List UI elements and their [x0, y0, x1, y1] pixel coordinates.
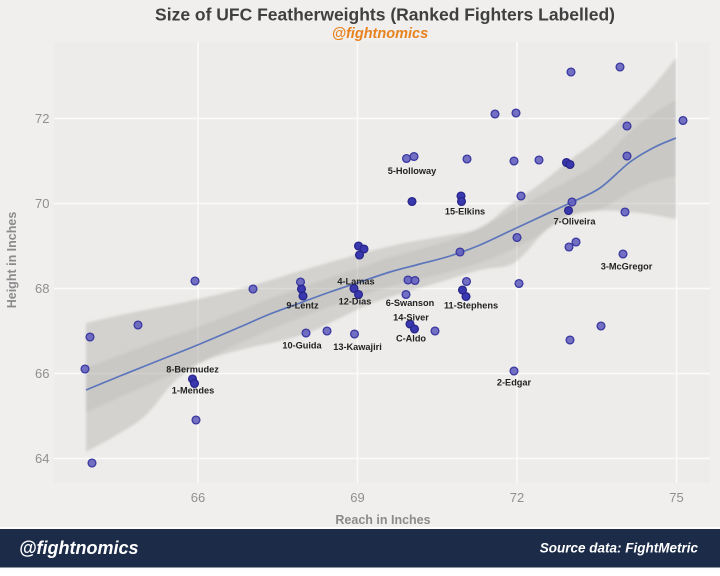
- svg-text:1-Mendes: 1-Mendes: [172, 386, 214, 396]
- svg-text:75: 75: [669, 490, 683, 505]
- svg-text:8-Bermudez: 8-Bermudez: [166, 365, 219, 375]
- svg-text:7-Oliveira: 7-Oliveira: [554, 217, 597, 227]
- svg-text:Size of UFC Featherweights (Ra: Size of UFC Featherweights (Ranked Fight…: [155, 5, 615, 25]
- svg-text:Source data: FightMetric: Source data: FightMetric: [540, 541, 699, 556]
- svg-text:72: 72: [35, 111, 49, 126]
- svg-text:Reach in Inches: Reach in Inches: [335, 513, 430, 527]
- svg-text:@fightnomics: @fightnomics: [19, 538, 139, 558]
- svg-text:11-Stephens: 11-Stephens: [444, 301, 498, 311]
- svg-text:70: 70: [35, 196, 49, 211]
- svg-text:69: 69: [350, 490, 364, 505]
- svg-text:Height in Inches: Height in Inches: [5, 212, 19, 309]
- svg-text:4-Lamas: 4-Lamas: [337, 277, 374, 287]
- svg-text:15-Elkins: 15-Elkins: [445, 207, 485, 217]
- svg-text:3-McGregor: 3-McGregor: [601, 262, 653, 272]
- svg-text:5-Holloway: 5-Holloway: [388, 166, 437, 176]
- svg-text:10-Guida: 10-Guida: [282, 341, 322, 351]
- svg-text:66: 66: [35, 366, 49, 381]
- svg-text:9-Lentz: 9-Lentz: [286, 301, 319, 311]
- svg-text:2-Edgar: 2-Edgar: [497, 378, 532, 388]
- svg-text:64: 64: [35, 451, 49, 466]
- svg-text:13-Kawajiri: 13-Kawajiri: [333, 342, 382, 352]
- svg-text:72: 72: [510, 490, 524, 505]
- svg-text:@fightnomics: @fightnomics: [332, 26, 428, 42]
- svg-text:12-Dias: 12-Dias: [339, 297, 372, 307]
- svg-text:68: 68: [35, 281, 49, 296]
- svg-text:C-Aldo: C-Aldo: [396, 334, 426, 344]
- svg-text:14-Siver: 14-Siver: [393, 313, 429, 323]
- svg-text:6-Swanson: 6-Swanson: [386, 298, 435, 308]
- svg-text:66: 66: [191, 490, 205, 505]
